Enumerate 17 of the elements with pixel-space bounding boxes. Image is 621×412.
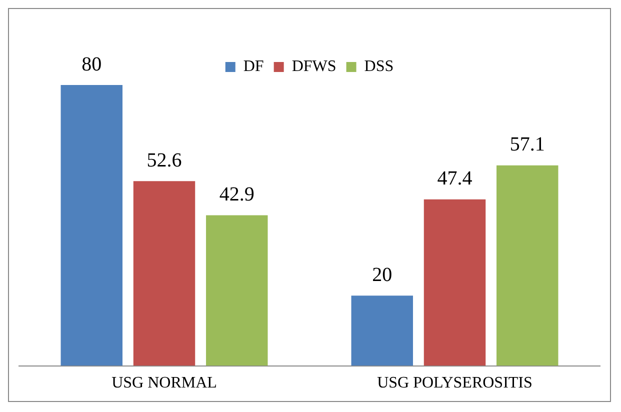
data-label: 52.6 [146,149,182,172]
data-label: 20 [372,264,392,286]
bar [206,215,268,366]
data-label: 42.9 [219,183,254,206]
data-label: 47.4 [437,168,472,190]
legend-label: DFWS [292,58,336,76]
bar [496,165,558,366]
bar [351,296,413,366]
bar [133,181,196,366]
legend-label: DF [243,58,264,76]
data-label: 57.1 [510,134,545,156]
bar [60,85,122,366]
x-tick-label: USG NORMAL [112,374,217,392]
legend-label: DSS [364,58,394,76]
data-label: 80 [82,53,102,76]
bar [424,199,486,366]
x-tick-label: USG POLYSEROSITIS [377,374,532,392]
